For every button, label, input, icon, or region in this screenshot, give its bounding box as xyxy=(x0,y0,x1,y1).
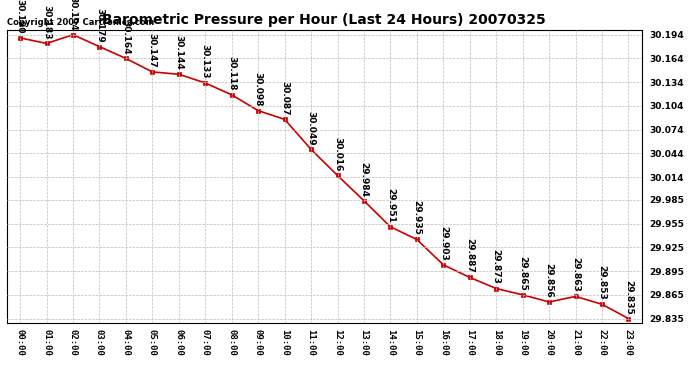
Text: 30.183: 30.183 xyxy=(42,5,51,39)
Text: 30.179: 30.179 xyxy=(95,8,104,42)
Text: 29.951: 29.951 xyxy=(386,188,395,223)
Text: 29.935: 29.935 xyxy=(413,201,422,236)
Text: 30.098: 30.098 xyxy=(254,72,263,106)
Text: 29.835: 29.835 xyxy=(624,280,633,314)
Text: 29.865: 29.865 xyxy=(518,256,527,291)
Text: 30.133: 30.133 xyxy=(201,44,210,79)
Text: 30.164: 30.164 xyxy=(121,20,130,54)
Title: Barometric Pressure per Hour (Last 24 Hours) 20070325: Barometric Pressure per Hour (Last 24 Ho… xyxy=(102,13,546,27)
Text: 29.887: 29.887 xyxy=(465,238,474,273)
Text: 30.118: 30.118 xyxy=(227,56,236,91)
Text: 30.049: 30.049 xyxy=(306,111,315,145)
Text: 30.147: 30.147 xyxy=(148,33,157,68)
Text: 30.016: 30.016 xyxy=(333,137,342,171)
Text: 29.856: 29.856 xyxy=(544,263,553,298)
Text: Copyright 2007 Cartronics.com: Copyright 2007 Cartronics.com xyxy=(7,18,154,27)
Text: 30.087: 30.087 xyxy=(280,81,289,115)
Text: 30.190: 30.190 xyxy=(16,0,25,34)
Text: 29.853: 29.853 xyxy=(598,266,607,300)
Text: 30.144: 30.144 xyxy=(175,35,184,70)
Text: 29.873: 29.873 xyxy=(492,249,501,284)
Text: 30.194: 30.194 xyxy=(68,0,77,31)
Text: 29.984: 29.984 xyxy=(359,162,368,196)
Text: 29.903: 29.903 xyxy=(439,226,448,261)
Text: 29.863: 29.863 xyxy=(571,258,580,292)
